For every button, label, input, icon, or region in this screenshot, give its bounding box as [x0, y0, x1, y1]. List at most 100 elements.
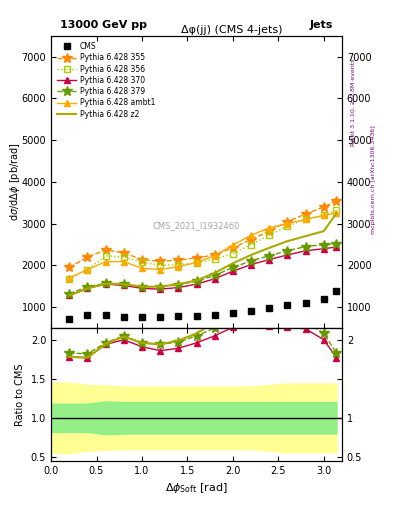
Pythia 6.428 356 — [158, 262, 163, 268]
Pythia 6.428 356 — [140, 259, 144, 265]
Pythia 6.428 379 — [249, 258, 253, 264]
X-axis label: $\Delta\phi_{\rm Soft}$ [rad]: $\Delta\phi_{\rm Soft}$ [rad] — [165, 481, 228, 495]
CMS — [121, 314, 126, 320]
Pythia 6.428 355 — [212, 252, 217, 258]
Line: Pythia 6.428 ambt1: Pythia 6.428 ambt1 — [66, 210, 340, 282]
CMS — [176, 313, 181, 319]
CMS — [103, 312, 108, 318]
Pythia 6.428 379 — [321, 242, 326, 248]
Pythia 6.428 370 — [285, 252, 290, 258]
Pythia 6.428 355 — [267, 228, 272, 234]
Text: mcplots.cern.ch [arXiv:1306.3436]: mcplots.cern.ch [arXiv:1306.3436] — [371, 125, 376, 233]
Pythia 6.428 379 — [267, 253, 272, 259]
Pythia 6.428 z2 — [267, 245, 272, 251]
Pythia 6.428 356 — [176, 262, 181, 268]
Pythia 6.428 355 — [303, 211, 308, 217]
Pythia 6.428 355 — [249, 237, 253, 243]
Pythia 6.428 ambt1 — [249, 232, 253, 239]
Pythia 6.428 ambt1 — [67, 275, 72, 281]
Pythia 6.428 355 — [334, 198, 339, 204]
Line: Pythia 6.428 356: Pythia 6.428 356 — [66, 207, 340, 282]
Pythia 6.428 z2 — [103, 281, 108, 287]
Pythia 6.428 379 — [140, 284, 144, 290]
Pythia 6.428 379 — [121, 281, 126, 287]
Line: Pythia 6.428 370: Pythia 6.428 370 — [66, 244, 340, 299]
Pythia 6.428 370 — [140, 285, 144, 291]
CMS — [194, 313, 199, 319]
Pythia 6.428 379 — [194, 278, 199, 284]
Pythia 6.428 z2 — [85, 285, 90, 291]
Pythia 6.428 370 — [231, 268, 235, 274]
CMS — [321, 296, 326, 302]
Pythia 6.428 370 — [158, 286, 163, 292]
Text: Rivet 3.1.10, ≥ 2.8M events: Rivet 3.1.10, ≥ 2.8M events — [351, 59, 356, 146]
Pythia 6.428 z2 — [249, 252, 253, 258]
Pythia 6.428 370 — [85, 285, 90, 291]
Pythia 6.428 ambt1 — [212, 253, 217, 259]
Pythia 6.428 379 — [303, 244, 308, 250]
CMS — [212, 312, 217, 318]
Pythia 6.428 370 — [212, 275, 217, 282]
Pythia 6.428 370 — [176, 285, 181, 291]
Pythia 6.428 370 — [194, 281, 199, 287]
Pythia 6.428 370 — [103, 281, 108, 287]
Pythia 6.428 379 — [67, 291, 72, 297]
Pythia 6.428 355 — [140, 257, 144, 263]
Pythia 6.428 379 — [85, 284, 90, 290]
Pythia 6.428 379 — [103, 280, 108, 286]
Y-axis label: Ratio to CMS: Ratio to CMS — [15, 363, 25, 425]
Line: Pythia 6.428 379: Pythia 6.428 379 — [64, 239, 341, 298]
CMS — [285, 303, 290, 309]
Pythia 6.428 355 — [231, 245, 235, 251]
Pythia 6.428 356 — [121, 254, 126, 260]
Pythia 6.428 z2 — [140, 284, 144, 290]
CMS — [249, 308, 253, 314]
Text: Jets: Jets — [310, 20, 333, 30]
Pythia 6.428 355 — [158, 258, 163, 264]
Pythia 6.428 379 — [212, 272, 217, 279]
Pythia 6.428 z2 — [303, 233, 308, 239]
Pythia 6.428 356 — [249, 242, 253, 248]
CMS — [85, 312, 90, 318]
Pythia 6.428 356 — [267, 232, 272, 239]
CMS — [158, 314, 163, 320]
Pythia 6.428 z2 — [321, 228, 326, 234]
Pythia 6.428 356 — [194, 260, 199, 266]
Title: Δφ(jj) (CMS 4-jets): Δφ(jj) (CMS 4-jets) — [181, 25, 282, 35]
Pythia 6.428 ambt1 — [85, 266, 90, 272]
Pythia 6.428 355 — [321, 204, 326, 210]
Pythia 6.428 ambt1 — [334, 210, 339, 216]
Text: 13000 GeV pp: 13000 GeV pp — [60, 20, 147, 30]
Pythia 6.428 356 — [303, 217, 308, 223]
Pythia 6.428 355 — [103, 247, 108, 253]
CMS — [231, 310, 235, 316]
Line: CMS: CMS — [66, 288, 340, 322]
Pythia 6.428 355 — [121, 250, 126, 256]
Pythia 6.428 356 — [285, 223, 290, 229]
Pythia 6.428 z2 — [67, 292, 72, 298]
Pythia 6.428 379 — [158, 284, 163, 290]
CMS — [267, 305, 272, 311]
Pythia 6.428 ambt1 — [321, 212, 326, 219]
CMS — [303, 300, 308, 306]
Pythia 6.428 z2 — [231, 260, 235, 266]
Pythia 6.428 379 — [285, 248, 290, 254]
Pythia 6.428 ambt1 — [121, 259, 126, 265]
Pythia 6.428 370 — [334, 244, 339, 250]
Pythia 6.428 370 — [121, 282, 126, 288]
Text: CMS_2021_I1932460: CMS_2021_I1932460 — [153, 221, 240, 230]
Pythia 6.428 z2 — [121, 281, 126, 287]
Line: Pythia 6.428 z2: Pythia 6.428 z2 — [69, 213, 336, 295]
Y-axis label: d$\sigma$/d$\Delta\phi$ [pb/rad]: d$\sigma$/d$\Delta\phi$ [pb/rad] — [8, 142, 22, 221]
Pythia 6.428 z2 — [212, 270, 217, 276]
Pythia 6.428 370 — [321, 246, 326, 252]
Pythia 6.428 370 — [303, 248, 308, 254]
Pythia 6.428 356 — [321, 212, 326, 219]
Pythia 6.428 z2 — [285, 238, 290, 244]
Pythia 6.428 ambt1 — [303, 217, 308, 223]
Line: Pythia 6.428 355: Pythia 6.428 355 — [64, 196, 341, 272]
Pythia 6.428 ambt1 — [267, 225, 272, 231]
Pythia 6.428 z2 — [334, 210, 339, 216]
CMS — [67, 316, 72, 322]
Pythia 6.428 z2 — [158, 284, 163, 290]
